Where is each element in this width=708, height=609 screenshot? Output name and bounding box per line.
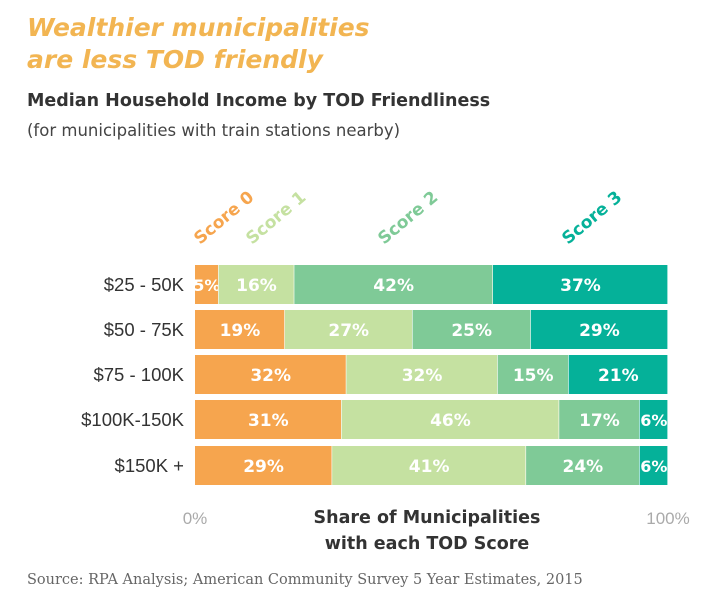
category-label: $75 - 100K — [93, 364, 184, 385]
data-label: 27% — [328, 321, 369, 341]
bar-segment-score-3 — [639, 400, 668, 439]
data-label: 42% — [373, 276, 414, 296]
data-label: 41% — [409, 457, 450, 477]
category-label: $100K-150K — [81, 409, 185, 430]
bar-segment-score-3 — [568, 355, 668, 394]
data-label: 15% — [513, 366, 554, 386]
category-label: $25 - 50K — [104, 274, 185, 295]
bar-segment-score-1 — [284, 310, 412, 349]
data-label: 17% — [579, 411, 620, 431]
headline-line-2: are less TOD friendly — [27, 45, 323, 74]
bar-segment-score-3 — [530, 310, 668, 349]
legend-score-2: Score 2 — [374, 187, 442, 248]
bar-segment-score-2 — [294, 265, 493, 304]
data-label: 6% — [640, 457, 667, 476]
headline: Wealthier municipalities are less TOD fr… — [27, 12, 370, 76]
bar-segment-score-0 — [195, 446, 332, 485]
data-label: 25% — [451, 321, 492, 341]
data-label: 5% — [193, 276, 220, 295]
data-label: 29% — [243, 457, 284, 477]
data-label: 21% — [598, 366, 639, 386]
source-note: Source: RPA Analysis; American Community… — [27, 572, 583, 588]
bar-segment-score-1 — [346, 355, 498, 394]
bar-segment-score-3 — [639, 446, 668, 485]
bar-segment-score-1 — [332, 446, 526, 485]
x-axis-title-line: with each TOD Score — [325, 534, 530, 554]
data-label: 37% — [560, 276, 601, 296]
chart-title: Median Household Income by TOD Friendlin… — [27, 91, 491, 111]
x-tick-label: 100% — [646, 509, 689, 528]
chart-subtitle: (for municipalities with train stations … — [27, 121, 401, 140]
data-label: 31% — [248, 411, 289, 431]
bar-segment-score-2 — [526, 446, 640, 485]
data-label: 46% — [430, 411, 471, 431]
category-label: $50 - 75K — [104, 319, 185, 340]
bar-segment-score-2 — [559, 400, 640, 439]
headline-line-1: Wealthier municipalities — [27, 13, 370, 42]
bar-segment-score-0 — [195, 310, 285, 349]
legend-score-3: Score 3 — [558, 187, 626, 248]
bar-segment-score-0 — [195, 355, 346, 394]
data-label: 32% — [250, 366, 291, 386]
data-label: 32% — [402, 366, 443, 386]
bar-segment-score-0 — [195, 265, 219, 304]
data-label: 24% — [563, 457, 604, 477]
bar-segment-score-1 — [341, 400, 559, 439]
x-axis-title-line: Share of Municipalities — [314, 508, 541, 528]
bar-segment-score-0 — [195, 400, 342, 439]
data-label: 19% — [220, 321, 261, 341]
data-label: 6% — [640, 411, 667, 430]
data-label: 16% — [236, 276, 277, 296]
bar-segment-score-2 — [497, 355, 569, 394]
category-label: $150K + — [115, 455, 184, 476]
bar-segment-score-2 — [412, 310, 531, 349]
bar-segment-score-1 — [218, 265, 294, 304]
data-label: 29% — [579, 321, 620, 341]
x-tick-label: 0% — [183, 509, 208, 528]
bar-segment-score-3 — [492, 265, 668, 304]
